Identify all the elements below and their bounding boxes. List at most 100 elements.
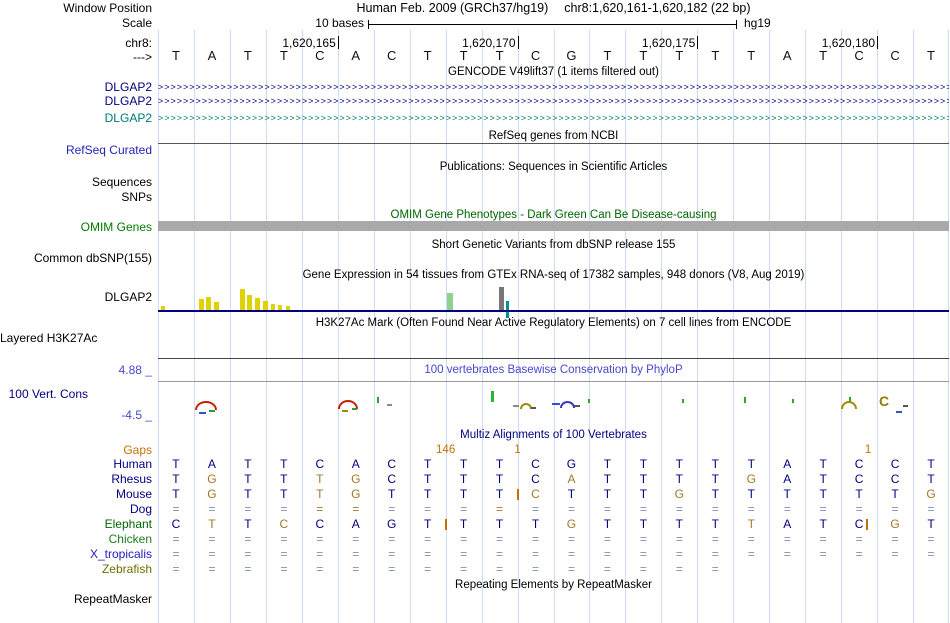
species-label-mouse[interactable]: Mouse <box>115 487 152 501</box>
gridline <box>841 30 843 623</box>
gap-count: 1 <box>514 444 521 456</box>
alignment-base: = <box>388 502 396 516</box>
alignment-base: T <box>747 457 755 471</box>
base-letter: C <box>530 48 541 63</box>
alignment-base: T <box>244 487 252 501</box>
alignment-base: = <box>208 532 216 546</box>
conservation-mark <box>574 405 580 407</box>
dbsnp-label[interactable]: Common dbSNP(155) <box>33 251 152 265</box>
alignment-base: = <box>891 532 899 546</box>
alignment-insertion-mark <box>444 519 447 530</box>
alignment-base: = <box>711 562 719 576</box>
alignment-base: C <box>171 517 181 531</box>
conservation-arc <box>338 400 358 409</box>
alignment-base: = <box>747 532 755 546</box>
omim-track-title: OMIM Gene Phenotypes - Dark Green Can Be… <box>390 209 717 221</box>
alignment-base: = <box>244 532 252 546</box>
alignment-base: = <box>567 502 575 516</box>
alignment-base: T <box>459 472 468 486</box>
gtex-bar <box>206 297 211 310</box>
alignment-base: T <box>280 487 288 501</box>
conservation-letter: C <box>879 393 890 409</box>
gene-intron-arrows[interactable]: >>>>>>>>>>>>>>>>>>>>>>>>>>>>>>>>>>>>>>>>… <box>158 96 949 106</box>
alignment-base: T <box>244 472 252 486</box>
alignment-base: T <box>280 457 288 471</box>
gtex-gene-label[interactable]: DLGAP2 <box>104 290 152 304</box>
alignment-base: = <box>532 547 540 561</box>
alignment-base: = <box>460 502 468 516</box>
alignment-base: T <box>855 487 863 501</box>
gencode-gene-label[interactable]: DLGAP2 <box>104 111 152 125</box>
alignment-base: = <box>891 502 899 516</box>
alignment-base: = <box>172 547 180 561</box>
alignment-base: = <box>388 532 396 546</box>
alignment-base: = <box>891 547 899 561</box>
conservation-mark <box>903 405 908 407</box>
gtex-bar <box>499 287 504 310</box>
publications-snps-label[interactable]: SNPs <box>121 190 152 204</box>
alignment-base: = <box>927 502 935 516</box>
refseq-curated-label[interactable]: RefSeq Curated <box>65 143 152 157</box>
alignment-base: = <box>603 562 611 576</box>
gencode-gene-label[interactable]: DLGAP2 <box>104 94 152 108</box>
gene-intron-arrows[interactable]: >>>>>>>>>>>>>>>>>>>>>>>>>>>>>>>>>>>>>>>>… <box>158 113 949 123</box>
gap-count: 1 <box>864 444 872 456</box>
alignment-base: A <box>351 457 360 471</box>
alignment-base: = <box>280 532 288 546</box>
alignment-base: = <box>675 547 683 561</box>
alignment-base: T <box>927 457 935 471</box>
gridline <box>733 30 735 623</box>
base-letter: T <box>172 48 180 63</box>
alignment-base: A <box>351 517 360 531</box>
alignment-base: = <box>567 562 575 576</box>
conservation-arc <box>195 401 217 410</box>
omim-genes-label[interactable]: OMIM Genes <box>80 220 152 234</box>
gridline <box>517 30 519 623</box>
alignment-base: = <box>244 502 252 516</box>
alignment-base: T <box>675 457 683 471</box>
alignment-base: A <box>783 517 792 531</box>
alignment-base: C <box>387 472 397 486</box>
alignment-base: T <box>495 457 504 471</box>
alignment-base: T <box>711 472 719 486</box>
alignment-base: T <box>423 472 432 486</box>
alignment-base: = <box>352 502 360 516</box>
species-label-human[interactable]: Human <box>113 457 152 471</box>
alignment-base: G <box>207 472 217 486</box>
alignment-base: T <box>280 472 288 486</box>
alignment-base: T <box>639 487 648 501</box>
species-label-x_tropicalis[interactable]: X_tropicalis <box>89 547 152 561</box>
conservation-tick <box>377 397 379 403</box>
alignment-base: = <box>711 502 719 516</box>
species-label-zebrafish[interactable]: Zebrafish <box>101 562 152 576</box>
alignment-base: T <box>675 517 683 531</box>
genome-label: hg19 <box>744 16 771 30</box>
refseq-dense-item[interactable] <box>158 143 949 144</box>
conservation-tick <box>792 399 794 403</box>
alignment-base: = <box>639 502 647 516</box>
alignment-base: = <box>532 562 540 576</box>
conservation-tick <box>491 391 494 402</box>
gencode-gene-label[interactable]: DLGAP2 <box>104 80 152 94</box>
alignment-base: T <box>639 517 648 531</box>
alignment-base: C <box>315 517 325 531</box>
omim-gene-bar[interactable] <box>158 221 949 231</box>
alignment-base: T <box>423 457 432 471</box>
species-label-chicken[interactable]: Chicken <box>108 532 152 546</box>
gtex-baseline <box>158 310 949 312</box>
h3k27ac-label[interactable]: Layered H3K27Ac <box>0 331 98 345</box>
alignment-base: C <box>890 472 900 486</box>
alignment-base: = <box>424 547 432 561</box>
gridline <box>193 30 195 623</box>
phylop-max-label: 4.88 _ <box>118 363 152 377</box>
species-label-rhesus[interactable]: Rhesus <box>111 472 152 486</box>
alignment-base: T <box>208 517 216 531</box>
gene-intron-arrows[interactable]: >>>>>>>>>>>>>>>>>>>>>>>>>>>>>>>>>>>>>>>>… <box>158 82 949 92</box>
conservation-mark <box>552 403 560 405</box>
species-label-elephant[interactable]: Elephant <box>104 517 152 531</box>
conservation-tick <box>744 397 746 403</box>
vert-cons-label[interactable]: 100 Vert. Cons <box>8 387 88 401</box>
publications-sequences-label[interactable]: Sequences <box>91 175 152 189</box>
repeatmasker-label[interactable]: RepeatMasker <box>73 592 152 606</box>
species-label-dog[interactable]: Dog <box>129 502 152 516</box>
